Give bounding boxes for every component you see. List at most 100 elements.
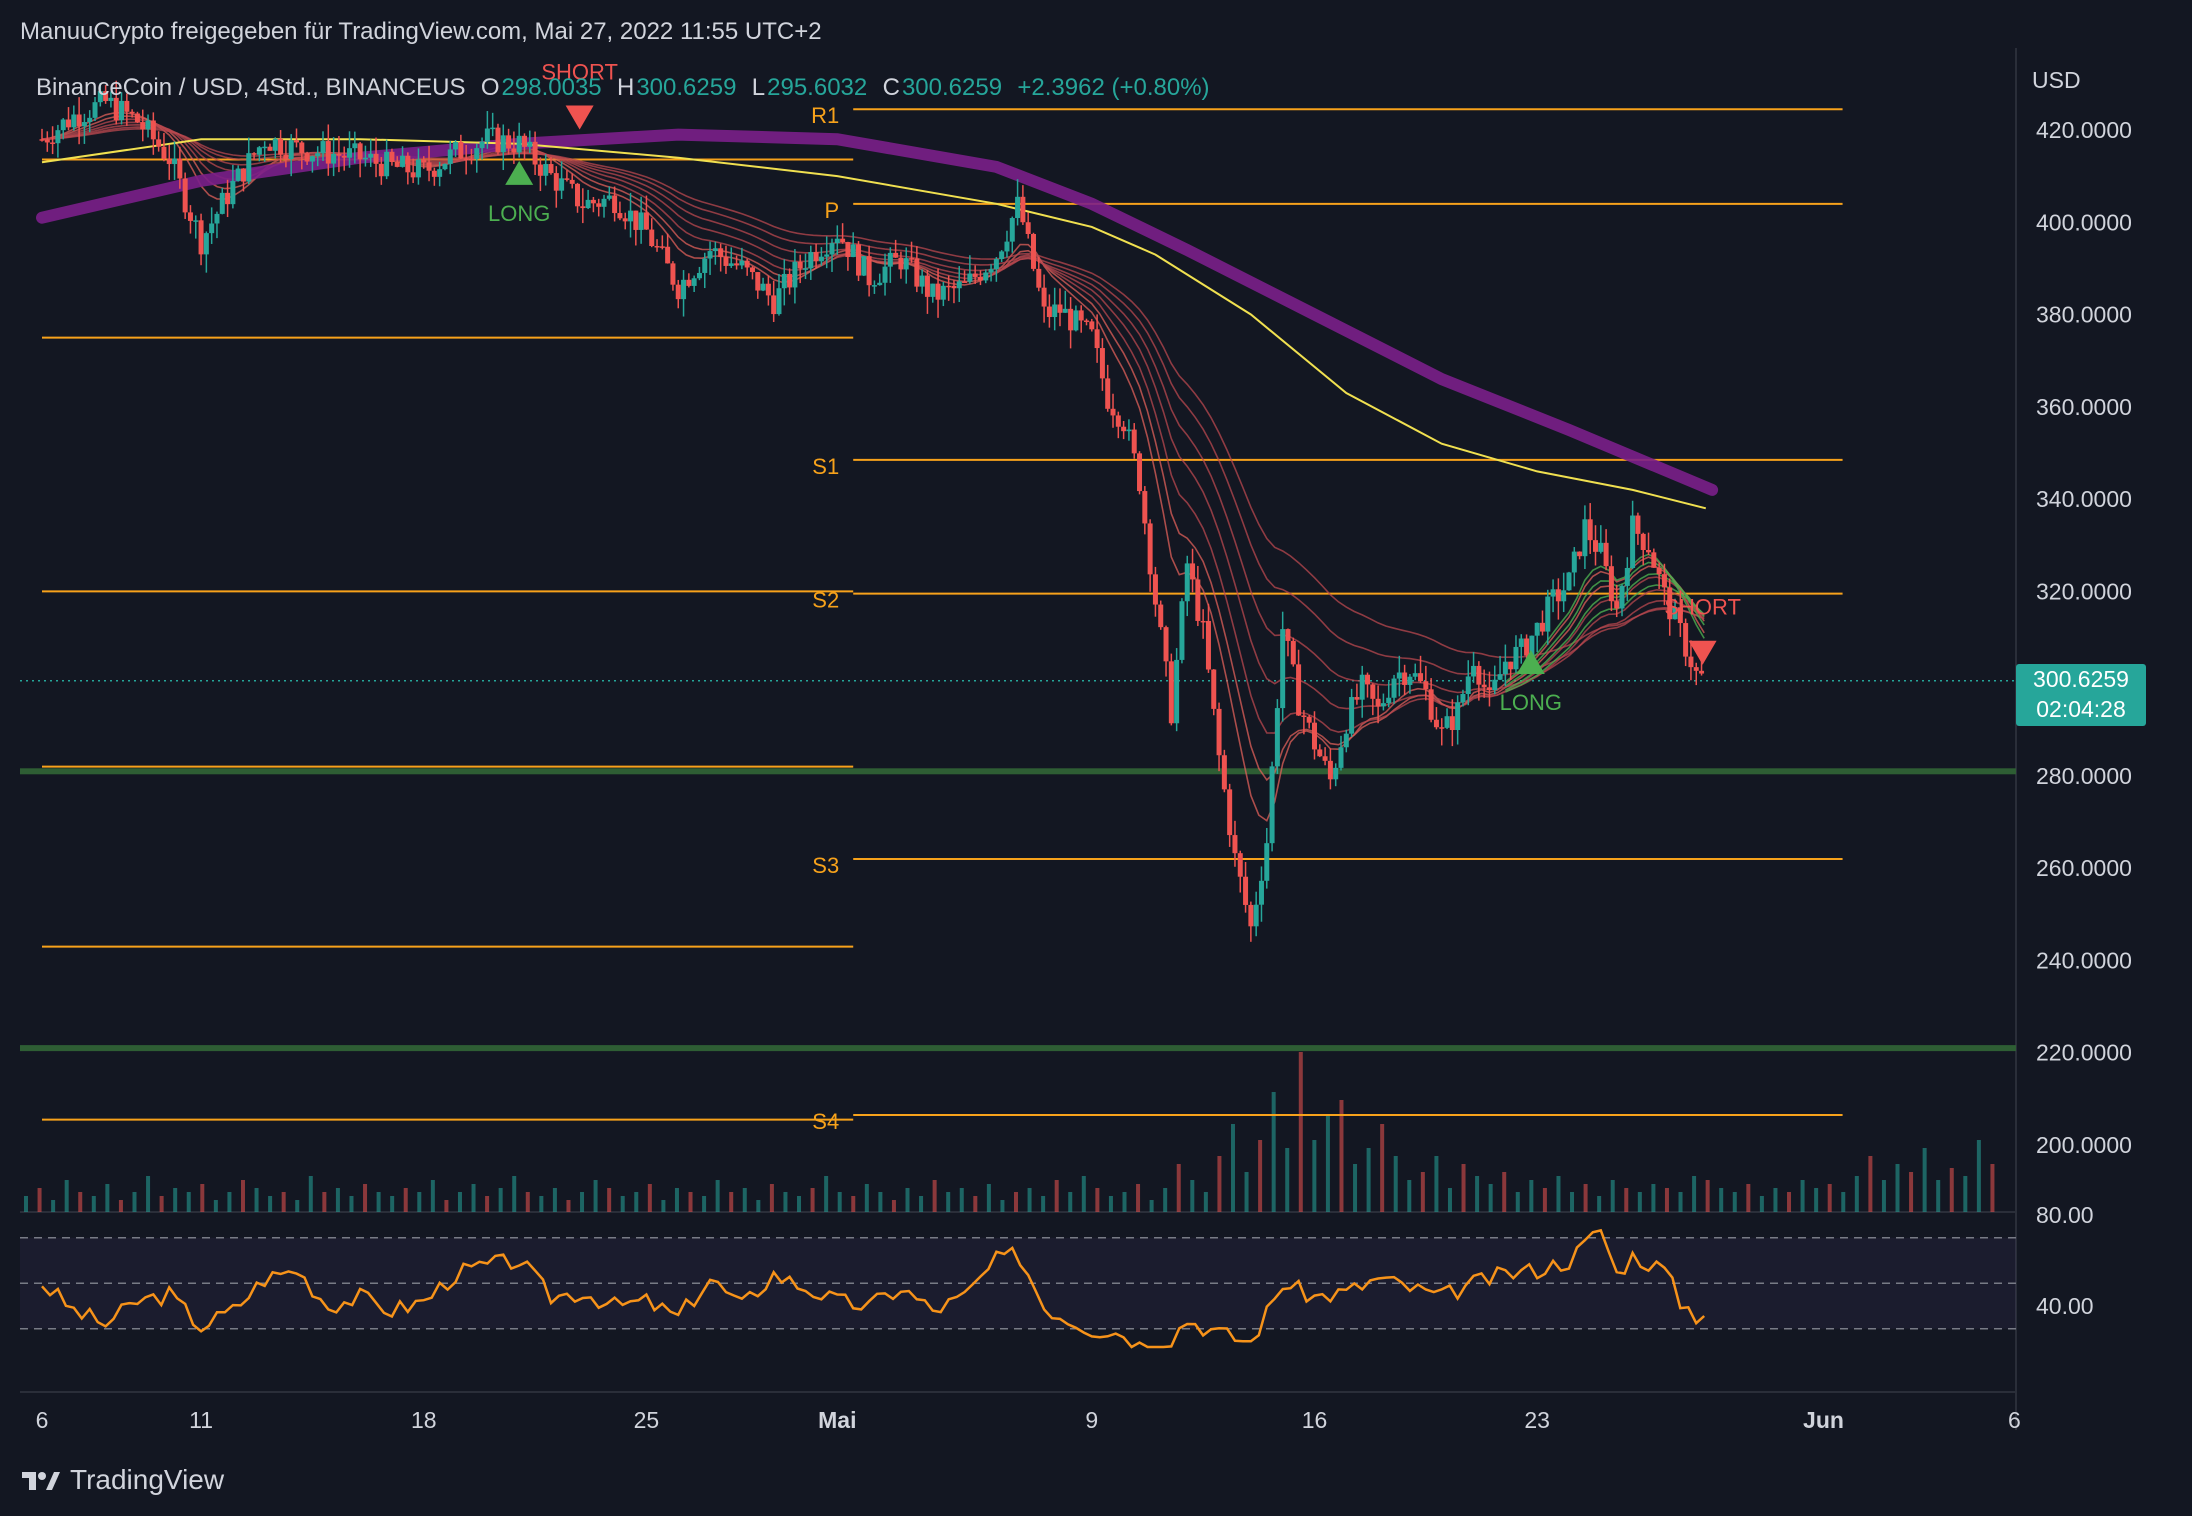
volume-bar <box>1000 1200 1005 1212</box>
candle-body <box>129 111 135 114</box>
candle-body <box>1131 429 1137 454</box>
volume-bar <box>539 1196 544 1212</box>
volume-bar <box>797 1196 802 1212</box>
candle-body <box>575 183 581 207</box>
volume-bar <box>1475 1176 1480 1212</box>
candle-body <box>293 140 299 143</box>
volume-bar <box>1868 1156 1873 1212</box>
candle-body <box>1407 676 1413 685</box>
candle-body <box>113 97 119 121</box>
volume-bar <box>593 1180 598 1212</box>
candle-body <box>1492 679 1498 691</box>
axes: USD 420.0000 400.0000 380.0000 360.0000 340.0… <box>36 67 2132 1433</box>
candle-body <box>930 283 936 297</box>
candle-body <box>1455 702 1461 731</box>
candle-body <box>1534 622 1540 636</box>
candle-body <box>1365 674 1371 685</box>
candle-body <box>1269 766 1275 844</box>
price-tick-label: 420.0000 <box>2036 117 2132 143</box>
candle-body <box>362 157 368 160</box>
level-label-S1: S1 <box>812 454 839 479</box>
volume-bar <box>1678 1192 1683 1212</box>
candle-body <box>617 213 623 219</box>
volume-bar <box>1624 1188 1629 1212</box>
volume-bar <box>1081 1176 1086 1212</box>
volume-bar <box>295 1200 300 1212</box>
candle-body <box>389 151 395 163</box>
change-value: +2.3962 (+0.80%) <box>1017 74 1210 101</box>
candle-body <box>1078 310 1084 321</box>
volume-bar <box>1095 1188 1100 1212</box>
candle-body <box>702 258 708 273</box>
candle-body <box>744 260 750 268</box>
symbol-name[interactable]: BinanceCoin / USD, 4Std., BINANCEUS <box>36 74 466 101</box>
volume-bar <box>1909 1172 1914 1212</box>
volume-bar <box>688 1192 693 1212</box>
candle-body <box>1311 722 1317 750</box>
candle-body <box>1423 681 1429 690</box>
volume-bar <box>268 1196 273 1212</box>
time-tick-label: Jun <box>1803 1407 1844 1433</box>
candle-body <box>119 100 125 121</box>
volume-bar <box>552 1188 557 1212</box>
volume-bar <box>159 1196 164 1212</box>
candle-body <box>1391 678 1397 698</box>
candle-body <box>665 246 671 264</box>
candle-body <box>1677 607 1683 624</box>
candle-body <box>707 251 713 259</box>
candle-body <box>1614 601 1620 609</box>
candle-body <box>1099 348 1105 379</box>
candle-body <box>1280 629 1286 709</box>
candle-body <box>834 238 840 244</box>
ribbon-line-0 <box>41 111 1705 822</box>
candle-body <box>988 269 994 273</box>
candle-body <box>1524 638 1530 656</box>
price-tick-label: 360.0000 <box>2036 394 2132 420</box>
candle-body <box>1667 587 1673 620</box>
candle-body <box>1158 604 1164 628</box>
candle-body <box>1439 727 1445 729</box>
candle-body <box>479 141 485 149</box>
volume-bar <box>837 1192 842 1212</box>
volume-bar <box>1054 1180 1059 1212</box>
candle-body <box>442 163 448 170</box>
short-signal-arrow-1 <box>565 105 594 130</box>
candle-body <box>198 220 204 255</box>
candle-body <box>415 159 421 178</box>
candle-body <box>1248 904 1254 927</box>
volume-bar <box>308 1176 313 1212</box>
candle-body <box>866 256 872 286</box>
candle-body <box>1428 689 1434 720</box>
volume-bar <box>146 1176 151 1212</box>
candle-body <box>723 257 729 266</box>
tradingview-brand[interactable]: TradingView <box>20 1464 224 1496</box>
candle-body <box>781 273 787 289</box>
volume-bar <box>1963 1176 1968 1212</box>
volume-bar <box>1447 1188 1452 1212</box>
candle-body <box>1306 716 1312 723</box>
rsi-tick-label: 80.00 <box>2036 1202 2094 1228</box>
candle-body <box>384 151 390 177</box>
candle-body <box>1163 627 1169 662</box>
volume-bar <box>783 1192 788 1212</box>
time-tick-label: 11 <box>189 1407 213 1433</box>
candle-body <box>103 91 109 102</box>
candle-body <box>1137 453 1143 492</box>
volume-bar <box>1027 1188 1032 1212</box>
price-axis-currency: USD <box>2032 67 2081 93</box>
candle-body <box>628 210 634 222</box>
ma-purple-line <box>36 128 1719 496</box>
volume-bar <box>742 1188 747 1212</box>
volume-bar <box>1719 1188 1724 1212</box>
volume-bar <box>1014 1192 1018 1212</box>
candle-body <box>1624 567 1630 586</box>
volume-bar <box>485 1196 490 1212</box>
candle-body <box>659 246 665 248</box>
candle-body <box>251 153 257 155</box>
candle-body <box>219 192 225 214</box>
candle-body <box>1375 698 1381 707</box>
candle-body <box>1285 629 1291 641</box>
candle-body <box>214 213 220 224</box>
candle-body <box>1672 607 1678 620</box>
